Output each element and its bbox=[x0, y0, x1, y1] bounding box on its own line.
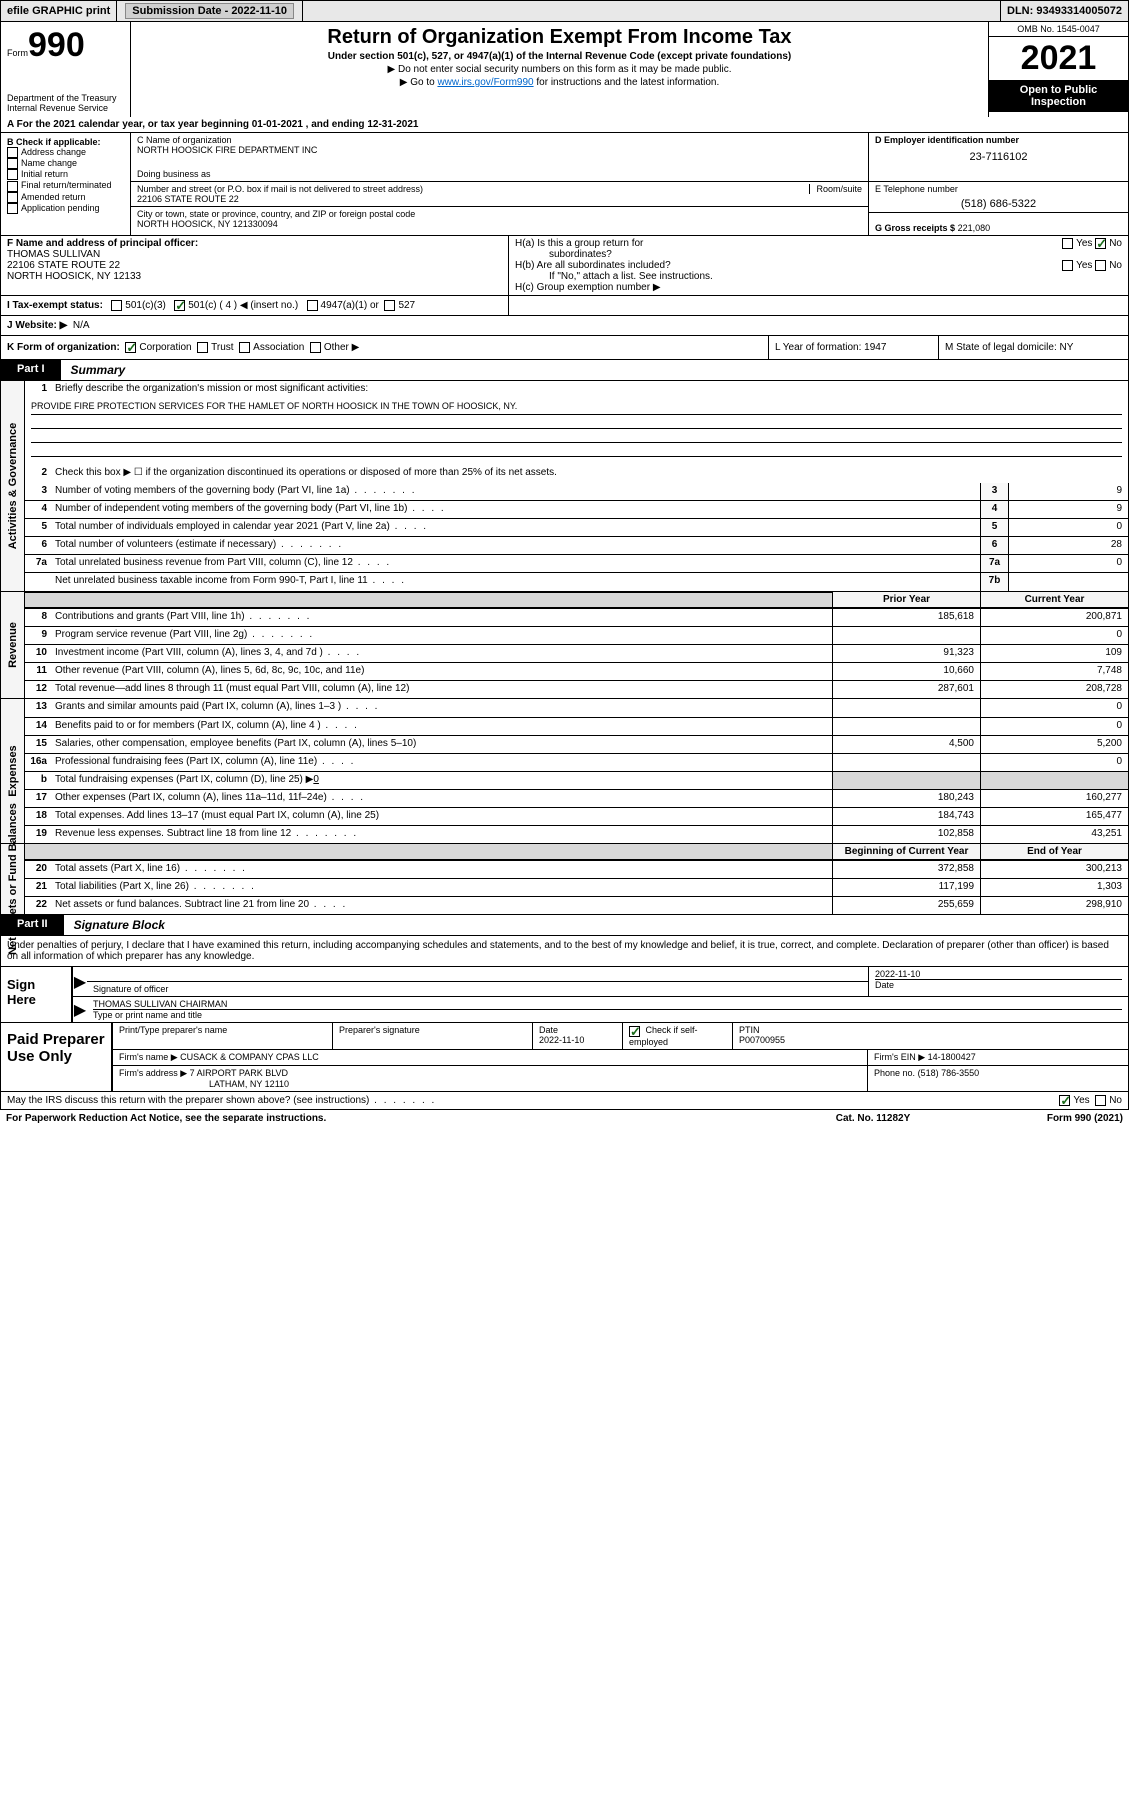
street-cell: Number and street (or P.O. box if mail i… bbox=[131, 182, 868, 207]
row-a-tax-year: A For the 2021 calendar year, or tax yea… bbox=[0, 117, 1129, 133]
org-name-cell: C Name of organization NORTH HOOSICK FIR… bbox=[131, 133, 868, 181]
row-f-h: F Name and address of principal officer:… bbox=[0, 236, 1129, 296]
cb-final-return[interactable] bbox=[7, 181, 18, 192]
cb-discuss-yes[interactable] bbox=[1059, 1095, 1070, 1106]
identity-grid: B Check if applicable: Address change Na… bbox=[0, 133, 1129, 236]
cb-501c[interactable] bbox=[174, 300, 185, 311]
form-id-box: Form990 Department of the Treasury Inter… bbox=[1, 22, 131, 117]
mission-text: PROVIDE FIRE PROTECTION SERVICES FOR THE… bbox=[25, 399, 1128, 459]
part1-header: Part I Summary bbox=[0, 360, 1129, 381]
col-e-g: E Telephone number (518) 686-5322 G Gros… bbox=[868, 182, 1128, 235]
row-k-form-org: K Form of organization: Corporation Trus… bbox=[0, 336, 1129, 360]
omb-number: OMB No. 1545-0047 bbox=[989, 22, 1128, 37]
cb-app-pending[interactable] bbox=[7, 203, 18, 214]
cb-527[interactable] bbox=[384, 300, 395, 311]
cb-initial-return[interactable] bbox=[7, 169, 18, 180]
cb-ha-no[interactable] bbox=[1095, 238, 1106, 249]
year-box: OMB No. 1545-0047 2021 Open to Public In… bbox=[988, 22, 1128, 117]
cb-assoc[interactable] bbox=[239, 342, 250, 353]
cb-discuss-no[interactable] bbox=[1095, 1095, 1106, 1106]
side-revenue: Revenue bbox=[1, 592, 25, 698]
section-activities: Activities & Governance 1Briefly describ… bbox=[0, 381, 1129, 592]
col-h-group: H(a) Is this a group return forsubordina… bbox=[509, 236, 1128, 295]
cb-amended[interactable] bbox=[7, 192, 18, 203]
cb-other[interactable] bbox=[310, 342, 321, 353]
dln-label: DLN: 93493314005072 bbox=[1000, 1, 1128, 21]
cb-hb-yes[interactable] bbox=[1062, 260, 1073, 271]
sign-here-label: Sign Here bbox=[1, 967, 71, 1022]
side-activities: Activities & Governance bbox=[1, 381, 25, 591]
footer: For Paperwork Reduction Act Notice, see … bbox=[0, 1110, 1129, 1127]
paid-preparer-block: Paid Preparer Use Only Print/Type prepar… bbox=[0, 1023, 1129, 1091]
part2-header: Part II Signature Block bbox=[0, 915, 1129, 936]
hdr-prior-year: Prior Year bbox=[832, 592, 980, 607]
cb-name-change[interactable] bbox=[7, 158, 18, 169]
arrow-icon: ▶ bbox=[73, 967, 87, 996]
section-net-assets: Net Assets or Fund Balances Beginning of… bbox=[0, 844, 1129, 915]
col-f-officer: F Name and address of principal officer:… bbox=[1, 236, 509, 295]
hdr-end-year: End of Year bbox=[980, 844, 1128, 859]
cb-hb-no[interactable] bbox=[1095, 260, 1106, 271]
arrow-icon: ▶ bbox=[73, 997, 87, 1022]
cb-4947[interactable] bbox=[307, 300, 318, 311]
cb-self-employed[interactable] bbox=[629, 1026, 640, 1037]
dept-label: Department of the Treasury bbox=[7, 93, 124, 103]
hdr-begin-year: Beginning of Current Year bbox=[832, 844, 980, 859]
col-m-state: M State of legal domicile: NY bbox=[938, 336, 1128, 359]
efile-label: efile GRAPHIC print bbox=[1, 1, 117, 21]
cb-corp[interactable] bbox=[125, 342, 136, 353]
form-header: Form990 Department of the Treasury Inter… bbox=[0, 22, 1129, 117]
submission-date: Submission Date - 2022-11-10 bbox=[117, 1, 303, 21]
irs-label: Internal Revenue Service bbox=[7, 103, 124, 113]
form-title: Return of Organization Exempt From Incom… bbox=[139, 26, 980, 49]
note-ssn: ▶ Do not enter social security numbers o… bbox=[139, 64, 980, 75]
col-d-ein: D Employer identification number 23-7116… bbox=[868, 133, 1128, 181]
discuss-row: May the IRS discuss this return with the… bbox=[0, 1092, 1129, 1110]
note-link: ▶ Go to www.irs.gov/Form990 for instruct… bbox=[139, 77, 980, 88]
paid-preparer-label: Paid Preparer Use Only bbox=[1, 1023, 111, 1090]
perjury-declaration: Under penalties of perjury, I declare th… bbox=[0, 936, 1129, 967]
cb-ha-yes[interactable] bbox=[1062, 238, 1073, 249]
col-b-checkboxes: B Check if applicable: Address change Na… bbox=[1, 133, 131, 235]
top-toolbar: efile GRAPHIC print Submission Date - 20… bbox=[0, 0, 1129, 22]
hdr-current-year: Current Year bbox=[980, 592, 1128, 607]
side-net-assets: Net Assets or Fund Balances bbox=[1, 844, 25, 914]
open-to-public: Open to Public Inspection bbox=[989, 80, 1128, 112]
form-subtitle: Under section 501(c), 527, or 4947(a)(1)… bbox=[139, 51, 980, 62]
section-revenue: Revenue Prior YearCurrent Year 8Contribu… bbox=[0, 592, 1129, 699]
irs-link[interactable]: www.irs.gov/Form990 bbox=[437, 77, 533, 88]
row-j-website: J Website: ▶ N/A bbox=[0, 316, 1129, 336]
cb-address-change[interactable] bbox=[7, 147, 18, 158]
sign-here-block: Sign Here ▶ Signature of officer 2022-11… bbox=[0, 967, 1129, 1023]
city-cell: City or town, state or province, country… bbox=[131, 207, 868, 231]
section-expenses: Expenses 13Grants and similar amounts pa… bbox=[0, 699, 1129, 844]
title-box: Return of Organization Exempt From Incom… bbox=[131, 22, 988, 117]
cb-trust[interactable] bbox=[197, 342, 208, 353]
col-c: C Name of organization NORTH HOOSICK FIR… bbox=[131, 133, 1128, 235]
tax-year: 2021 bbox=[989, 37, 1128, 80]
cb-501c3[interactable] bbox=[111, 300, 122, 311]
col-l-year: L Year of formation: 1947 bbox=[768, 336, 938, 359]
row-i-status: I Tax-exempt status: 501(c)(3) 501(c) ( … bbox=[0, 296, 1129, 316]
